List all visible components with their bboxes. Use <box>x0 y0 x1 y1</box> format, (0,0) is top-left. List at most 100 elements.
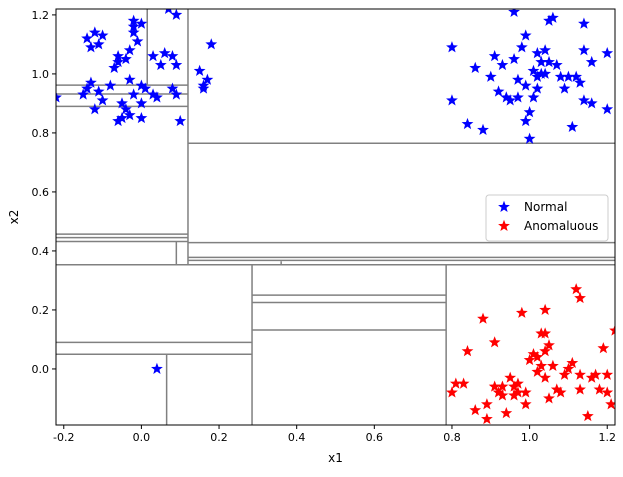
x-tick-label: 0.2 <box>210 431 228 444</box>
normal-point <box>531 82 544 94</box>
anomalous-point <box>566 356 579 369</box>
series-normal <box>56 9 614 374</box>
legend-label-anomalous: Anomaluous <box>524 219 598 233</box>
normal-point <box>119 52 132 65</box>
anomalous-point <box>457 377 470 389</box>
normal-point <box>166 82 179 94</box>
axes-frame <box>55 8 616 426</box>
normal-point <box>550 58 563 71</box>
normal-point <box>116 97 128 109</box>
normal-point <box>512 73 524 85</box>
normal-point <box>519 29 532 41</box>
normal-point <box>127 20 140 32</box>
normal-point <box>531 47 544 59</box>
anomalous-point <box>519 398 532 410</box>
normal-point <box>601 47 614 59</box>
normal-point <box>500 91 513 103</box>
normal-point <box>543 55 555 68</box>
anomalous-point <box>512 377 524 389</box>
normal-point <box>112 50 125 62</box>
series-anomalous <box>446 283 615 425</box>
legend: Normal Anomaluous <box>485 194 609 242</box>
partition-lines <box>56 9 615 425</box>
anomalous-point <box>574 368 586 380</box>
normal-point <box>539 44 552 56</box>
anomalous-point <box>585 371 598 383</box>
normal-point <box>492 85 505 97</box>
anomalous-point <box>574 291 586 304</box>
anomalous-point <box>535 359 548 372</box>
anomalous-point <box>477 312 489 324</box>
x-tick-label: 0.4 <box>288 431 306 444</box>
normal-point <box>154 58 167 71</box>
anomalous-point <box>531 365 544 377</box>
y-axis-ticks: 0.0 0.2 0.4 0.6 0.8 1.0 1.2 <box>32 9 56 376</box>
x-tick-label: -0.2 <box>53 431 74 444</box>
normal-point <box>96 29 109 41</box>
anomalous-point <box>589 368 602 380</box>
normal-point <box>170 58 183 71</box>
anomalous-point <box>562 362 575 374</box>
normal-point <box>558 82 571 94</box>
normal-point <box>96 94 109 106</box>
anomalous-point <box>597 342 610 354</box>
normal-point <box>112 114 125 127</box>
normal-point <box>92 38 105 50</box>
normal-point <box>170 9 183 20</box>
x-axis-ticks: -0.2 0.0 0.2 0.4 0.6 0.8 1.0 1.2 <box>53 425 616 444</box>
normal-point <box>88 103 101 115</box>
normal-point <box>56 91 62 103</box>
normal-point <box>461 117 474 130</box>
anomalous-point <box>508 389 520 401</box>
normal-point <box>85 76 97 88</box>
normal-point <box>477 123 489 135</box>
normal-point <box>523 106 536 118</box>
normal-point <box>166 50 179 62</box>
y-tick-label: 0.2 <box>32 304 50 317</box>
normal-point <box>123 109 136 121</box>
anomalous-point <box>446 386 458 398</box>
x-tick-label: 1.2 <box>598 431 616 444</box>
normal-point <box>151 91 163 103</box>
anomalous-point <box>504 371 517 383</box>
x-tick-label: 1.0 <box>521 431 539 444</box>
anomalous-point <box>512 386 524 398</box>
anomalous-point <box>508 380 520 392</box>
normal-point <box>104 79 117 91</box>
y-tick-label: 0.4 <box>32 245 50 258</box>
normal-point <box>170 88 183 100</box>
normal-point <box>531 70 544 82</box>
normal-point <box>127 26 140 38</box>
anomalous-point <box>519 386 532 398</box>
normal-point <box>135 79 148 91</box>
normal-point <box>535 55 548 68</box>
anomalous-point <box>515 306 528 318</box>
normal-point <box>527 64 540 76</box>
anomalous-point <box>558 368 571 380</box>
normal-point <box>151 362 163 374</box>
anomalous-point <box>527 347 540 360</box>
normal-point <box>488 50 501 62</box>
anomalous-point <box>570 283 583 295</box>
normal-point <box>77 88 90 100</box>
normal-point <box>197 79 210 91</box>
anomalous-point <box>488 336 501 348</box>
normal-point <box>85 41 97 53</box>
normal-point <box>127 88 140 100</box>
y-axis-label: x2 <box>7 210 21 225</box>
normal-point <box>135 97 148 109</box>
normal-point <box>585 97 598 109</box>
legend-marker-normal <box>498 200 510 213</box>
anomalous-point <box>539 303 552 315</box>
anomalous-point <box>543 392 555 404</box>
anomalous-point <box>523 353 536 366</box>
normal-point <box>158 47 171 59</box>
normal-point <box>135 111 148 124</box>
normal-point <box>119 103 132 115</box>
normal-point <box>123 44 136 56</box>
normal-point <box>578 17 590 29</box>
y-tick-label: 1.0 <box>32 68 50 81</box>
normal-point <box>508 52 520 65</box>
x-tick-label: 0.8 <box>443 431 461 444</box>
